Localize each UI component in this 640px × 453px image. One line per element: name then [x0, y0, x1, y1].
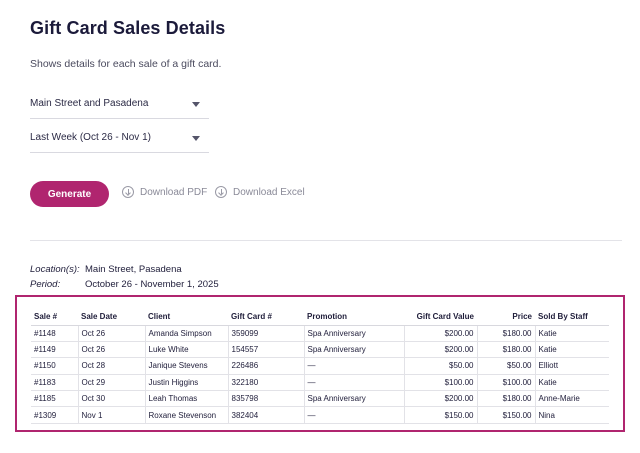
column-header: Gift Card # [228, 309, 304, 326]
table-cell: Janique Stevens [144, 357, 228, 375]
table-cell: $180.00 [476, 390, 535, 408]
table-cell: $180.00 [476, 325, 535, 342]
download-icon [122, 186, 134, 198]
table-cell: Katie [534, 374, 609, 392]
page-subtitle: Shows details for each sale of a gift ca… [30, 58, 222, 70]
table-cell: Spa Anniversary [303, 390, 404, 408]
table-cell: $100.00 [403, 374, 477, 392]
table-row: #1309 Nov 1 Roxane Stevenson 382404— $150.00… [31, 406, 609, 424]
table-cell: $150.00 [476, 406, 535, 424]
table-row: #1149 Oct 26 Luke White 154557 Spa Anniversa… [31, 341, 609, 359]
table-cell: Elliott [534, 357, 609, 375]
table-cell: $200.00 [403, 341, 477, 359]
table-cell: #1150 [31, 357, 78, 375]
table-cell: Justin Higgins [144, 374, 228, 392]
table-cell: Nina [534, 406, 609, 424]
report-period: Period: October 26 - November 1, 2025 [30, 279, 219, 290]
table-cell: $100.00 [476, 374, 535, 392]
table-cell: Anne-Marie [534, 390, 609, 408]
download-icon [215, 186, 227, 198]
download-pdf-button[interactable]: Download PDF [122, 186, 207, 198]
column-header: Sale Date [78, 309, 145, 326]
table-cell: $50.00 [403, 357, 477, 375]
table-cell: — [303, 406, 404, 424]
chevron-down-icon [192, 102, 200, 107]
table-cell: Amanda Simpson [144, 325, 228, 342]
table-cell: $200.00 [403, 325, 477, 342]
table-row: #1183 Oct 29 Justin Higgins 322180— $100.00 $… [31, 374, 609, 392]
report-location-value: Main Street, Pasadena [85, 264, 182, 275]
period-select[interactable]: Last Week (Oct 26 - Nov 1) [30, 125, 209, 153]
table-header-row: Sale # Sale Date Client Gift Card # Prom… [31, 309, 609, 326]
table-cell: $50.00 [476, 357, 535, 375]
column-header: Price [477, 309, 535, 326]
table-cell: 154557 [227, 341, 304, 359]
table-cell: — [303, 357, 404, 375]
column-header: Promotion [304, 309, 404, 326]
table-cell: $200.00 [403, 390, 477, 408]
location-select[interactable]: Main Street and Pasadena [30, 91, 209, 119]
section-divider [30, 240, 622, 241]
table-cell: Nov 1 [77, 406, 145, 424]
chevron-down-icon [192, 136, 200, 141]
table-cell: $180.00 [476, 341, 535, 359]
table-row: #1148 Oct 26 Amanda Simpson 359099 Spa Anniv… [31, 325, 609, 342]
column-header: Client [145, 309, 228, 326]
period-select-value: Last Week (Oct 26 - Nov 1) [30, 132, 151, 143]
table-cell: #1149 [31, 341, 78, 359]
table-cell: #1309 [31, 406, 78, 424]
table-cell: Oct 26 [77, 341, 145, 359]
table-cell: Spa Anniversary [303, 341, 404, 359]
column-header: Sale # [31, 309, 78, 326]
table-cell: 226486 [227, 357, 304, 375]
table-cell: — [303, 374, 404, 392]
page-title: Gift Card Sales Details [30, 18, 226, 38]
table-row: #1185 Oct 30 Leah Thomas 835798 Spa Annivers… [31, 390, 609, 408]
table-cell: Oct 30 [77, 390, 145, 408]
table-cell: #1183 [31, 374, 78, 392]
column-header: Sold By Staff [535, 309, 609, 326]
table-cell: 382404 [227, 406, 304, 424]
table-cell: 322180 [227, 374, 304, 392]
table-cell: Katie [534, 325, 609, 342]
table-cell: Oct 26 [77, 325, 145, 342]
table-row: #1150 Oct 28 Janique Stevens 226486— $50.00 $… [31, 357, 609, 375]
table-cell: #1148 [31, 325, 78, 342]
report-period-value: October 26 - November 1, 2025 [85, 279, 219, 290]
generate-button[interactable]: Generate [30, 181, 109, 207]
table-cell: Oct 29 [77, 374, 145, 392]
sales-table: Sale # Sale Date Client Gift Card # Prom… [31, 309, 609, 424]
download-pdf-label: Download PDF [140, 186, 208, 198]
download-excel-button[interactable]: Download Excel [215, 186, 305, 198]
table-cell: Luke White [144, 341, 228, 359]
table-cell: Oct 28 [77, 357, 145, 375]
table-cell: #1185 [31, 390, 78, 408]
table-cell: Katie [534, 341, 609, 359]
table-cell: $150.00 [403, 406, 477, 424]
column-header: Gift Card Value [404, 309, 477, 326]
table-cell: 835798 [227, 390, 304, 408]
report-location: Location(s): Main Street, Pasadena [30, 264, 182, 275]
report-location-label: Location(s): [30, 264, 80, 275]
table-cell: 359099 [227, 325, 304, 342]
table-cell: Roxane Stevenson [144, 406, 228, 424]
table-cell: Leah Thomas [144, 390, 228, 408]
report-period-label: Period: [30, 279, 61, 290]
sales-table-container: Sale # Sale Date Client Gift Card # Prom… [15, 295, 625, 432]
download-excel-label: Download Excel [233, 186, 305, 198]
table-cell: Spa Anniversary [303, 325, 404, 342]
location-select-value: Main Street and Pasadena [30, 98, 149, 109]
